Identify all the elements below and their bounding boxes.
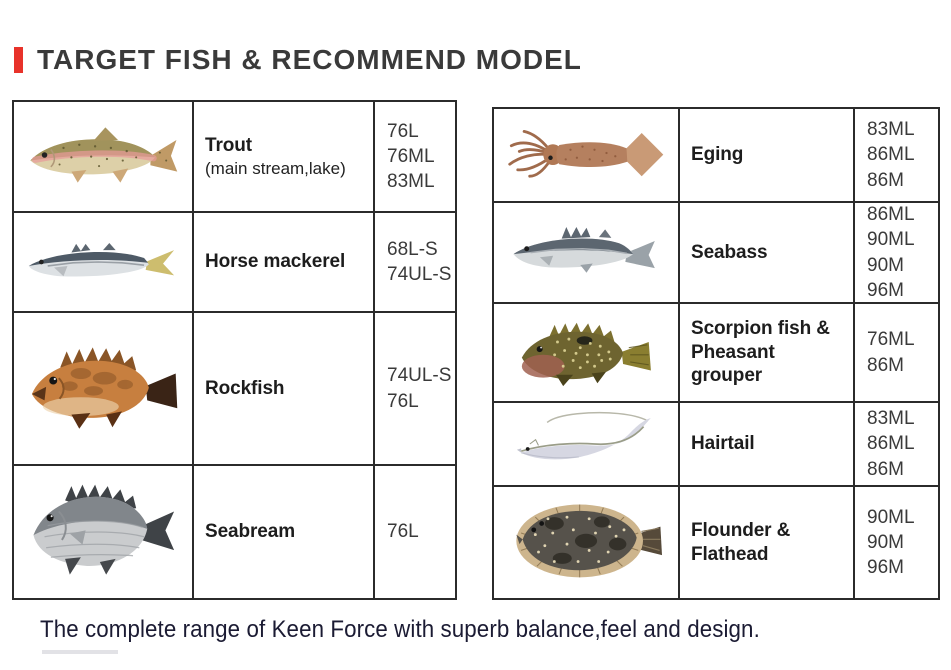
fish-name: Rockfish	[205, 377, 285, 399]
model-list: 76L 76ML 83ML	[387, 120, 435, 193]
fish-name-cell: Trout (main stream,lake)	[194, 102, 375, 211]
flounder-image	[516, 504, 662, 578]
fish-name-cell: Rockfish	[194, 313, 375, 464]
model-list: 86ML 90ML 90M 96M	[867, 204, 915, 301]
table-row-hairtail: Hairtail 83ML 86ML 86M	[494, 403, 938, 487]
fish-name-cell: Horse mackerel	[194, 213, 375, 311]
fish-name: Horse mackerel	[205, 251, 346, 273]
fish-image-cell	[494, 403, 680, 485]
model-list: 76L	[387, 521, 419, 543]
fish-image-cell	[14, 313, 194, 464]
fish-name: Seabass	[691, 241, 768, 263]
fish-name: Flounder & Flathead	[691, 519, 791, 565]
fish-image-cell	[14, 213, 194, 311]
fish-name-cell: Flounder & Flathead	[680, 487, 855, 598]
table-row-flounder-flathead: Flounder & Flathead 90ML 90M 96M	[494, 487, 938, 598]
fish-name: Hairtail	[691, 433, 755, 455]
fish-image-cell	[14, 466, 194, 598]
fish-image-cell	[494, 203, 680, 302]
model-list: 68L-S 74UL-S	[387, 238, 452, 285]
fish-name-cell: Seabream	[194, 466, 375, 598]
footer-gray-bar	[42, 650, 118, 654]
hairtail-image	[516, 411, 651, 460]
seabass-image	[513, 226, 655, 273]
page-title: TARGET FISH & RECOMMEND MODEL	[37, 44, 582, 75]
section-header: TARGET FISH & RECOMMEND MODEL	[14, 46, 582, 74]
fish-name: Trout	[205, 135, 252, 156]
fish-image-cell	[14, 102, 194, 211]
fish-name: Seabream	[205, 521, 296, 543]
model-list: 83ML 86ML 86M	[867, 408, 915, 480]
horse-mackerel-image	[28, 243, 175, 277]
fish-name-cell: Hairtail	[680, 403, 855, 485]
fish-name: Scorpion fish & Pheasant grouper	[691, 317, 830, 387]
table-row-trout: Trout (main stream,lake) 76L 76ML 83ML	[14, 102, 455, 213]
model-list: 74UL-S 76L	[387, 365, 452, 412]
rockfish-image	[31, 347, 178, 429]
model-list: 90ML 90M 96M	[867, 506, 915, 579]
table-row-scorpion-grouper: Scorpion fish & Pheasant grouper 76ML 86…	[494, 304, 938, 403]
footer-caption: The complete range of Keen Force with su…	[40, 616, 760, 643]
seabream-image	[33, 484, 175, 575]
fish-name-cell: Scorpion fish & Pheasant grouper	[680, 304, 855, 401]
fish-name: Eging	[691, 144, 744, 166]
table-row-eging: Eging 83ML 86ML 86M	[494, 109, 938, 203]
fish-table-left: Trout (main stream,lake) 76L 76ML 83ML	[12, 100, 457, 600]
model-list: 76ML 86M	[867, 329, 915, 376]
fish-name-cell: Seabass	[680, 203, 855, 302]
fish-table-right: Eging 83ML 86ML 86M	[492, 107, 940, 600]
fish-image-cell	[494, 109, 680, 201]
table-row-rockfish: Rockfish 74UL-S 76L	[14, 313, 455, 466]
model-list: 83ML 86ML 86M	[867, 119, 915, 191]
fish-name-cell: Eging	[680, 109, 855, 201]
squid-image	[507, 130, 663, 178]
rainbow-trout-image	[30, 126, 178, 183]
fish-image-cell	[494, 304, 680, 401]
red-accent-bar	[14, 47, 23, 73]
table-row-seabass: Seabass 86ML 90ML 90M 96M	[494, 203, 938, 304]
fish-image-cell	[494, 487, 680, 598]
table-row-horse-mackerel: Horse mackerel 68L-S 74UL-S	[14, 213, 455, 313]
scorpion-grouper-image	[521, 322, 651, 386]
fish-subtitle: (main stream,lake)	[205, 158, 346, 178]
table-row-seabream: Seabream 76L	[14, 466, 455, 598]
